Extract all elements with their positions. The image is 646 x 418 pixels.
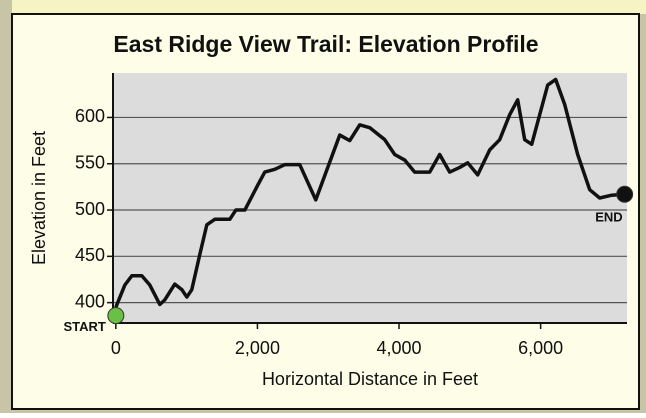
elevation-line <box>114 77 625 308</box>
y-axis-label: Elevation in Feet <box>29 131 49 265</box>
y-tick-label: 450 <box>75 245 105 265</box>
x-axis-label: Horizontal Distance in Feet <box>262 369 478 389</box>
x-tick-label: 2,000 <box>235 338 280 358</box>
x-tick-label: 0 <box>111 338 121 358</box>
chart-title: East Ridge View Trail: Elevation Profile <box>113 31 538 57</box>
x-tick-label: 4,000 <box>377 338 422 358</box>
x-tick-label: 6,000 <box>518 338 563 358</box>
marker-label: START <box>63 319 105 334</box>
y-tick-label: 600 <box>75 106 105 126</box>
y-tick-label: 550 <box>75 152 105 172</box>
plot-area <box>113 73 627 323</box>
marker <box>107 307 125 325</box>
marker <box>616 185 634 203</box>
y-tick-label: 400 <box>75 291 105 311</box>
marker-label: END <box>595 210 622 225</box>
y-tick-label: 500 <box>75 199 105 219</box>
top-band <box>12 0 646 14</box>
